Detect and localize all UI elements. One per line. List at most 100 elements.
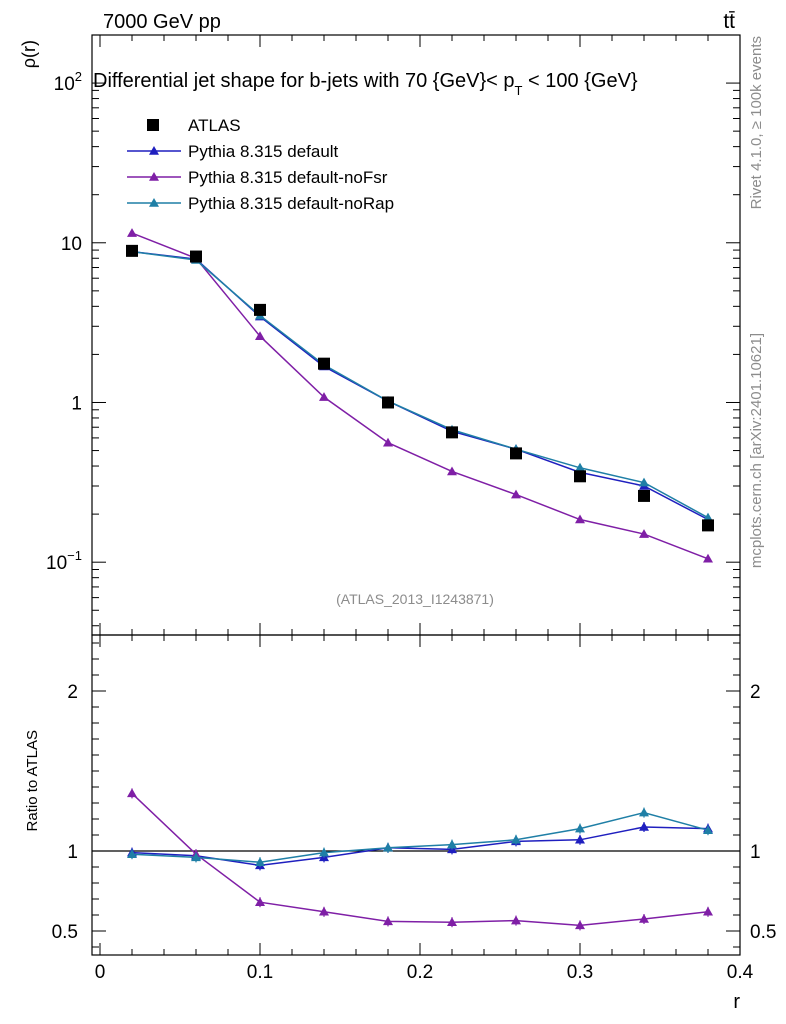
ratio-point bbox=[383, 842, 393, 852]
series-3 bbox=[127, 246, 713, 868]
data-point bbox=[254, 303, 266, 316]
series-point bbox=[639, 477, 649, 487]
x-tick-label: 0.3 bbox=[567, 962, 593, 983]
y-tick-exponent: 2 bbox=[75, 69, 82, 84]
ratio-point bbox=[575, 920, 585, 930]
legend-label: Pythia 8.315 default-noRap bbox=[188, 194, 394, 213]
ratio-point bbox=[575, 834, 585, 844]
ratio-point bbox=[703, 825, 713, 834]
data-point bbox=[510, 447, 522, 460]
y-tick-base: 10 bbox=[46, 553, 67, 574]
atlas-data bbox=[126, 244, 714, 532]
series-point bbox=[575, 462, 585, 472]
legend-marker bbox=[149, 198, 159, 207]
legend-label-data: ATLAS bbox=[188, 116, 241, 135]
ratio-point bbox=[639, 914, 649, 923]
ratio-point bbox=[511, 834, 521, 844]
ratio-point bbox=[319, 847, 329, 857]
final-state-label: tt̄ bbox=[723, 10, 735, 33]
data-point bbox=[638, 489, 650, 502]
ratio-point bbox=[639, 807, 649, 817]
data-point bbox=[190, 250, 202, 263]
series-line bbox=[131, 232, 709, 560]
y-axis-label-bottom: Ratio to ATLAS bbox=[24, 730, 41, 831]
series-2 bbox=[127, 228, 713, 931]
y-tick-label-top: 10 bbox=[61, 234, 82, 255]
y-tick-label-top: 1 bbox=[71, 393, 82, 414]
series-point bbox=[319, 392, 329, 401]
y-tick-exponent: −1 bbox=[67, 548, 82, 563]
ratio-point bbox=[127, 849, 137, 858]
series-point bbox=[639, 529, 649, 538]
data-point bbox=[318, 357, 330, 370]
series-point bbox=[255, 331, 265, 340]
ratio-line bbox=[131, 792, 709, 927]
chart-title-subscript: T bbox=[515, 83, 523, 98]
series-point bbox=[511, 489, 521, 499]
ratio-point bbox=[575, 823, 585, 833]
mcplots-label: mcplots.cern.ch [arXiv:2401.10621] bbox=[748, 333, 765, 568]
series-1 bbox=[127, 246, 713, 871]
legend-label: Pythia 8.315 default-noFsr bbox=[188, 168, 388, 187]
ratio-tick-label-left: 2 bbox=[67, 682, 78, 703]
y-tick-base: 1 bbox=[71, 393, 82, 414]
legend-marker bbox=[149, 172, 159, 181]
ratio-point bbox=[511, 915, 521, 925]
legend-marker-data bbox=[147, 119, 159, 131]
legend-marker bbox=[149, 146, 159, 155]
ratio-line bbox=[131, 826, 709, 867]
ratio-point bbox=[383, 916, 393, 926]
legend: ATLAS Pythia 8.315 default Pythia 8.315 de… bbox=[127, 116, 394, 213]
series-line bbox=[131, 250, 709, 519]
ratio-point bbox=[191, 852, 201, 862]
y-tick-base: 10 bbox=[61, 234, 82, 255]
x-tick-label: 0.2 bbox=[407, 962, 433, 983]
ratio-tick-label-right: 0.5 bbox=[750, 922, 776, 943]
y-tick-label-top: 102 bbox=[54, 69, 82, 95]
y-tick-base: 10 bbox=[54, 74, 75, 95]
series-line bbox=[131, 250, 709, 521]
ratio-point bbox=[703, 906, 713, 916]
data-point bbox=[126, 244, 138, 257]
series-point bbox=[383, 437, 393, 447]
ratio-point bbox=[639, 822, 649, 831]
legend-label: Pythia 8.315 default bbox=[188, 142, 339, 161]
ratio-tick-label-right: 1 bbox=[750, 842, 761, 863]
y-tick-label-top: 10−1 bbox=[46, 548, 82, 574]
series-point bbox=[703, 553, 713, 563]
x-axis-label: r bbox=[733, 991, 740, 1013]
ratio-point bbox=[255, 857, 265, 866]
ratio-panel-frame bbox=[91, 634, 741, 956]
ratio-point bbox=[319, 906, 329, 916]
series-point bbox=[703, 512, 713, 522]
ratio-point bbox=[255, 897, 265, 906]
ratio-tick-label-left: 1 bbox=[67, 842, 78, 863]
series-layer bbox=[126, 228, 714, 931]
series-point bbox=[447, 466, 457, 476]
x-tick-label: 0 bbox=[95, 962, 106, 983]
y-axis-label-top: ρ(r) bbox=[19, 40, 39, 68]
ratio-point bbox=[447, 917, 457, 926]
data-point bbox=[382, 396, 394, 409]
process-label: 7000 GeV pp bbox=[103, 11, 221, 33]
data-point bbox=[574, 470, 586, 483]
ratio-point bbox=[447, 839, 457, 849]
ratio-point bbox=[127, 788, 137, 798]
ratio-line bbox=[131, 811, 709, 863]
chart-title-tail: < 100 {GeV} bbox=[523, 70, 638, 92]
series-point bbox=[127, 228, 137, 237]
data-point bbox=[702, 519, 714, 532]
ratio-tick-label-left: 0.5 bbox=[52, 922, 78, 943]
series-point bbox=[575, 514, 585, 524]
data-point bbox=[446, 426, 458, 439]
rivet-label: Rivet 4.1.0, ≥ 100k events bbox=[748, 36, 765, 209]
x-tick-label: 0.1 bbox=[247, 962, 273, 983]
chart-title: Differential jet shape for b-jets with 7… bbox=[93, 70, 638, 98]
x-tick-label: 0.4 bbox=[727, 962, 754, 983]
analysis-watermark: (ATLAS_2013_I1243871) bbox=[336, 591, 494, 607]
chart-title-main: Differential jet shape for b-jets with 7… bbox=[93, 70, 515, 92]
ratio-tick-label-right: 2 bbox=[750, 682, 761, 703]
